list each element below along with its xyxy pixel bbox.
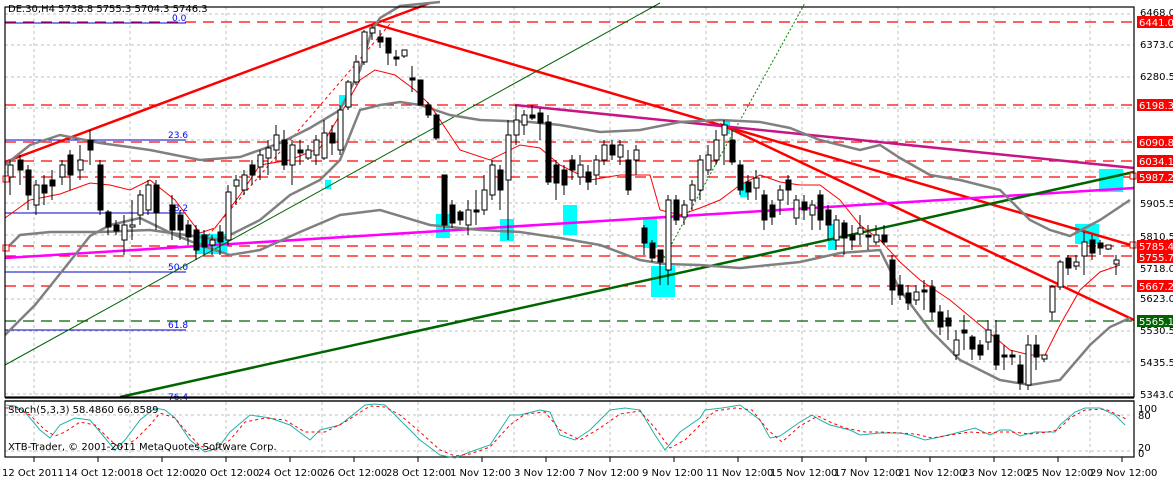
svg-text:5343.0: 5343.0 (1140, 390, 1173, 401)
svg-text:28 Oct 12:00: 28 Oct 12:00 (386, 468, 451, 479)
fibonacci-retracement (5, 22, 186, 331)
price-axis: 6468.0 6373.0 6280.5 5905.5 5810.5 5718.… (1140, 8, 1173, 401)
svg-text:5530.5: 5530.5 (1140, 326, 1173, 337)
fib-label-50: 50.0 (168, 263, 188, 273)
stochastic-frame (4, 400, 1135, 458)
copyright-text: XTB-Trader, © 2001-2011 MetaQuotes Softw… (8, 442, 277, 453)
svg-text:5755.7: 5755.7 (1139, 253, 1173, 264)
symbol-info: DE.30,H4 5738.8 5755.3 5704.3 5746.3 (8, 4, 208, 15)
svg-text:6280.5: 6280.5 (1140, 72, 1173, 83)
svg-text:26 Oct 12:00: 26 Oct 12:00 (322, 468, 387, 479)
main-chart-frame (4, 6, 1135, 398)
svg-text:5785.4: 5785.4 (1139, 242, 1173, 253)
stochastic-label: Stoch(5,3,3) 58.4860 66.8589 (8, 405, 159, 416)
svg-text:6441.0: 6441.0 (1139, 18, 1173, 29)
svg-text:6468.0: 6468.0 (1140, 8, 1173, 19)
time-axis-ticks (33, 457, 1123, 462)
stochastic-axis: 100 80 20 0 (1138, 404, 1157, 460)
svg-text:20 Oct 12:00: 20 Oct 12:00 (194, 468, 259, 479)
fib-label-236: 23.6 (168, 131, 188, 141)
svg-text:12 Oct 2011: 12 Oct 2011 (2, 468, 64, 479)
svg-text:9 Nov 12:00: 9 Nov 12:00 (642, 468, 703, 479)
svg-text:6090.8: 6090.8 (1139, 138, 1173, 149)
svg-text:7 Nov 12:00: 7 Nov 12:00 (578, 468, 639, 479)
time-axis: 12 Oct 2011 14 Oct 12:00 18 Oct 12:00 20… (2, 468, 1157, 479)
stochastic-signal-line (5, 405, 1129, 457)
fib-label-0: 0.0 (172, 14, 187, 24)
svg-text:5718.0: 5718.0 (1140, 264, 1173, 275)
svg-text:5987.2: 5987.2 (1139, 173, 1173, 184)
svg-text:5565.1: 5565.1 (1139, 317, 1173, 328)
line-endpoint-markers (2, 172, 1137, 252)
svg-text:80: 80 (1138, 411, 1151, 422)
svg-text:6373.0: 6373.0 (1140, 40, 1173, 51)
svg-text:15 Nov 12:00: 15 Nov 12:00 (770, 468, 837, 479)
fib-label-382: 38.2 (168, 204, 188, 214)
trend-lines (4, 1, 1135, 399)
price-level-tags: 6441.0 6198.3 6090.8 6034.1 5987.2 5785.… (1137, 16, 1173, 328)
svg-text:14 Oct 12:00: 14 Oct 12:00 (65, 468, 130, 479)
svg-text:20: 20 (1138, 443, 1151, 454)
stochastic-main-line (4, 403, 1126, 459)
svg-text:6034.1: 6034.1 (1139, 157, 1173, 168)
candlesticks (7, 25, 1120, 390)
svg-text:5905.5: 5905.5 (1140, 199, 1173, 210)
svg-text:29 Nov 12:00: 29 Nov 12:00 (1090, 468, 1157, 479)
svg-text:6198.3: 6198.3 (1139, 101, 1173, 112)
svg-text:5435.5: 5435.5 (1140, 358, 1173, 369)
svg-text:5810.5: 5810.5 (1140, 232, 1173, 243)
fib-label-618: 61.8 (168, 321, 188, 331)
svg-text:24 Oct 12:00: 24 Oct 12:00 (258, 468, 323, 479)
svg-text:17 Nov 12:00: 17 Nov 12:00 (834, 468, 901, 479)
svg-text:5623.0: 5623.0 (1140, 294, 1173, 305)
svg-text:0: 0 (1138, 449, 1144, 460)
svg-text:25 Nov 12:00: 25 Nov 12:00 (1026, 468, 1093, 479)
svg-text:100: 100 (1138, 404, 1157, 415)
svg-text:3 Nov 12:00: 3 Nov 12:00 (514, 468, 575, 479)
svg-text:1 Nov 12:00: 1 Nov 12:00 (450, 468, 511, 479)
svg-text:23 Nov 12:00: 23 Nov 12:00 (962, 468, 1029, 479)
svg-text:18 Oct 12:00: 18 Oct 12:00 (130, 468, 195, 479)
svg-text:21 Nov 12:00: 21 Nov 12:00 (898, 468, 965, 479)
svg-text:11 Nov 12:00: 11 Nov 12:00 (706, 468, 773, 479)
svg-text:5667.2: 5667.2 (1139, 282, 1173, 293)
